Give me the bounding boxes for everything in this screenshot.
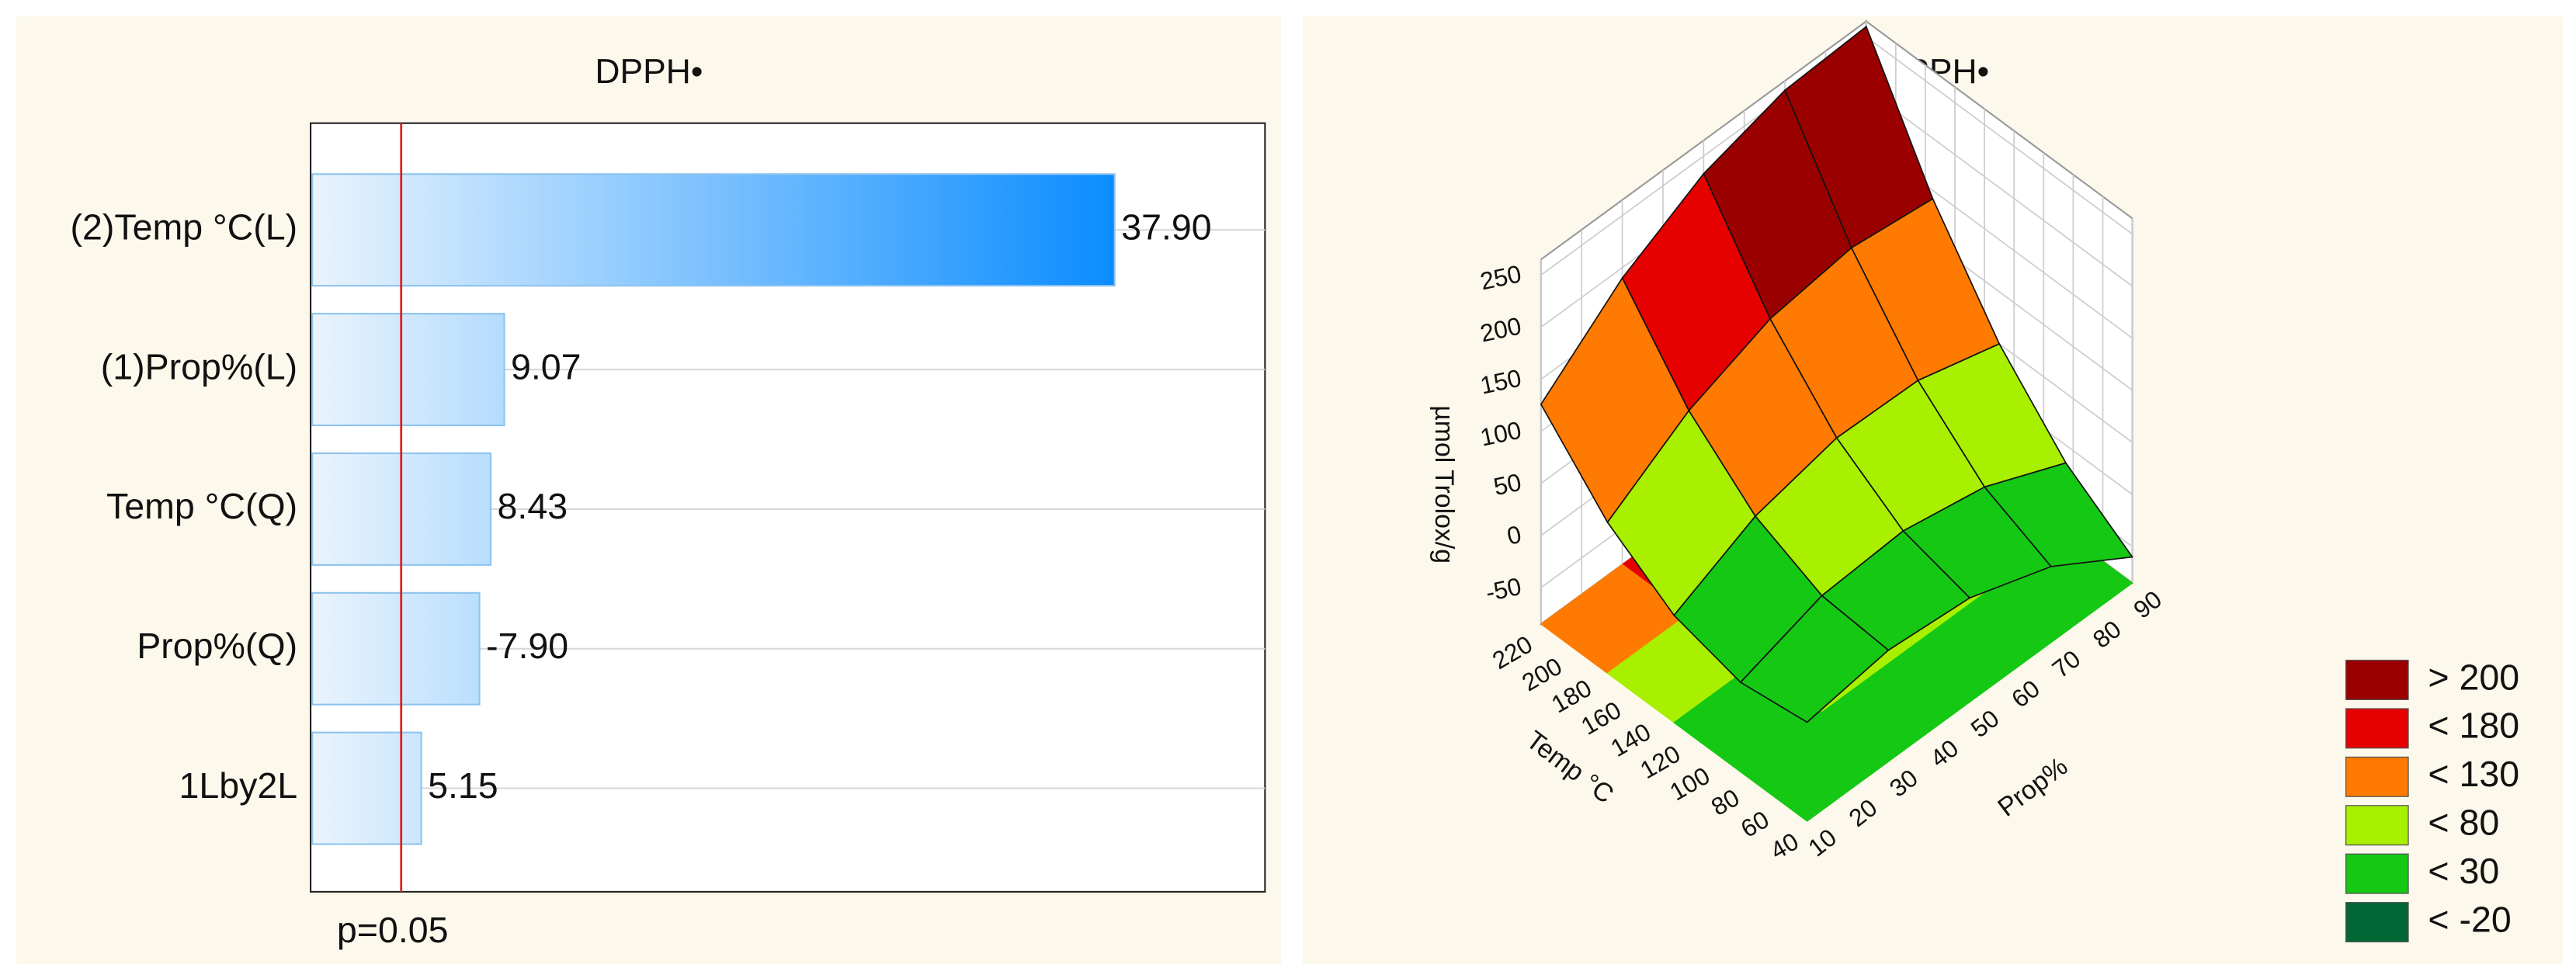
value-label: 37.90 [1121, 207, 1211, 248]
reference-label: p=0.05 [337, 910, 449, 950]
category-label: (1)Prop%(L) [101, 346, 297, 387]
legend-swatch [2345, 853, 2409, 894]
legend-label: < 30 [2428, 851, 2499, 891]
category-label: (2)Temp °C(L) [70, 207, 297, 248]
bar [311, 591, 481, 706]
legend-swatch [2345, 708, 2409, 749]
chart-title: DPPH• [595, 53, 703, 91]
category-label: 1Lby2L [179, 765, 297, 806]
legend-swatch [2345, 756, 2409, 797]
category-label: Temp °C(Q) [106, 486, 297, 526]
z-tick-label: 50 [1491, 468, 1524, 501]
value-label: 8.43 [498, 486, 568, 526]
legend-label: < 80 [2428, 803, 2499, 843]
legend-swatch [2345, 902, 2409, 943]
legend-swatch [2345, 659, 2409, 700]
z-axis-title: µmol Trolox/g [1429, 405, 1459, 564]
value-label: 5.15 [428, 765, 498, 806]
value-label: -7.90 [486, 626, 568, 666]
bar [311, 731, 422, 845]
surface-patch [1739, 595, 1890, 723]
legend-label: < 130 [2428, 754, 2519, 794]
legend-swatch [2345, 805, 2409, 846]
value-label: 9.07 [511, 346, 582, 387]
floor-contour [1739, 711, 1890, 822]
bar [311, 173, 1116, 287]
legend-label: < 180 [2428, 706, 2519, 746]
legend-label: < -20 [2428, 899, 2511, 939]
category-label: Prop%(Q) [137, 626, 297, 666]
bar [311, 313, 505, 427]
pareto: 37.90 (2)Temp °C(L) 9.07 (1)Prop%(L) 8.43 Tem… [70, 123, 1265, 950]
legend-label: > 200 [2428, 657, 2519, 697]
